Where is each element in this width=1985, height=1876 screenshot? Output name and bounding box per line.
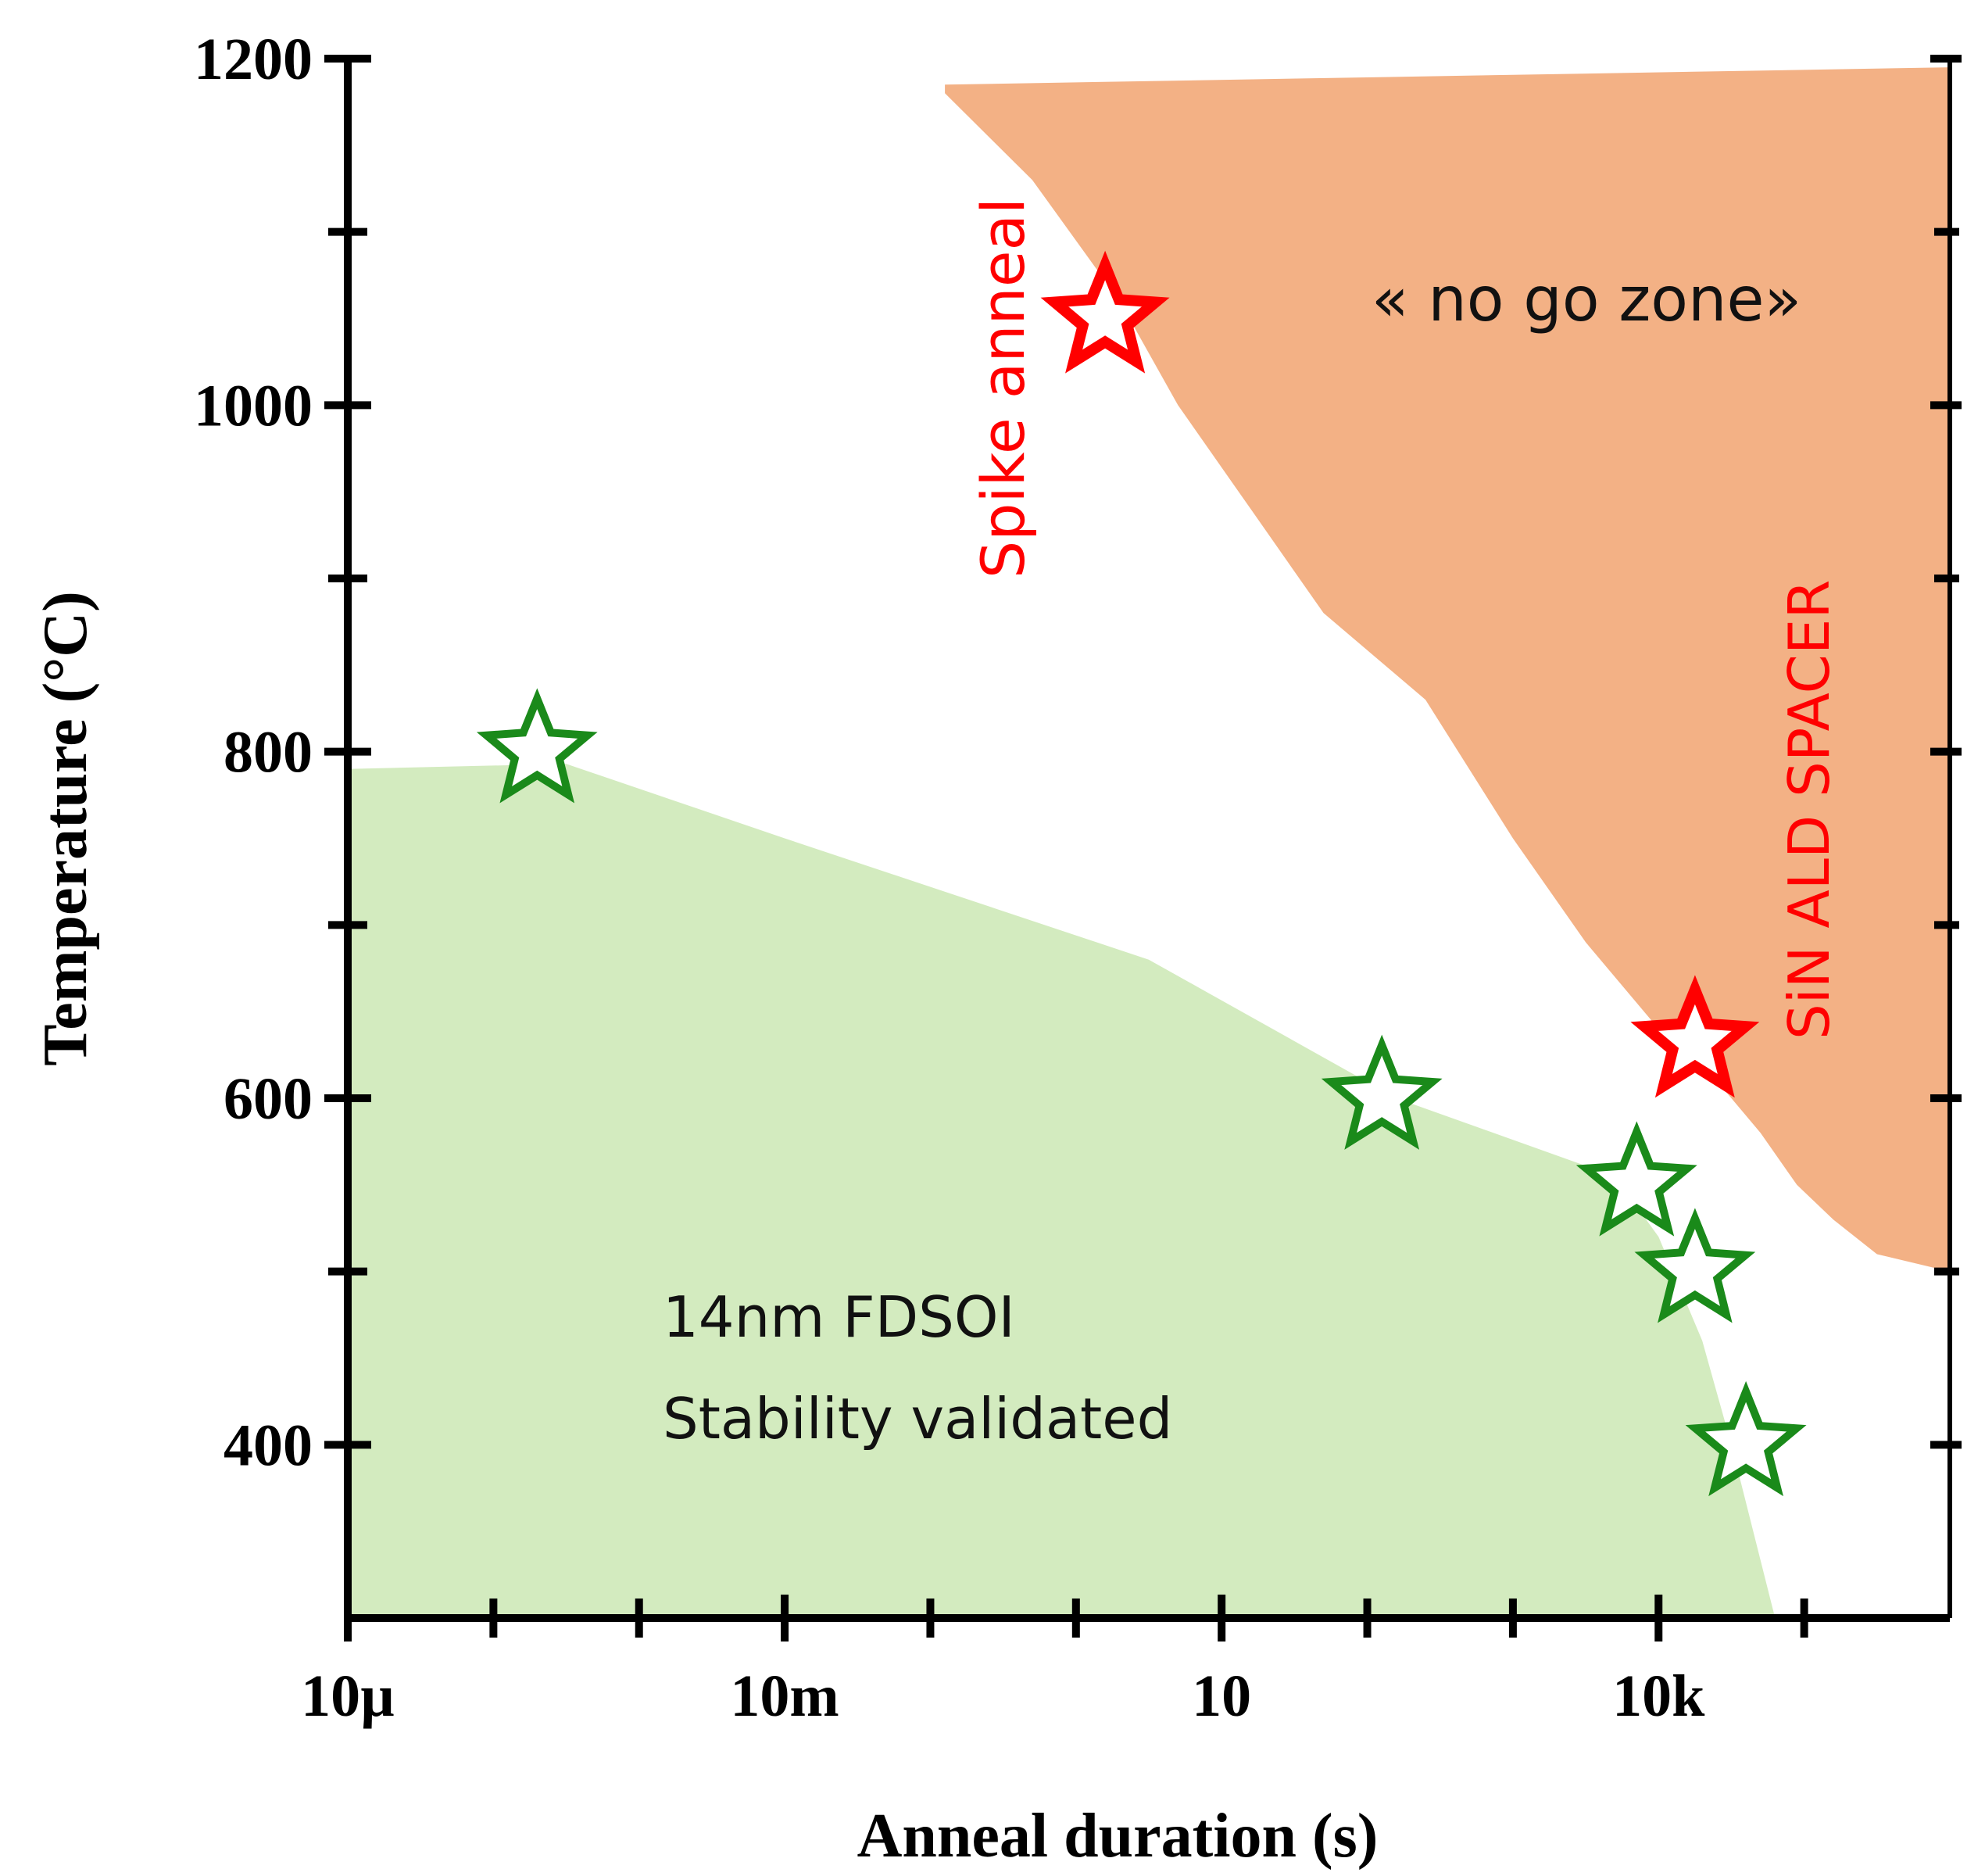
validated-star-marker — [1575, 1121, 1697, 1237]
axes-layer — [344, 59, 1952, 1622]
y-axis-title: Temperature (°C) — [31, 591, 100, 1065]
sin-ald-spacer-label: SiN ALD SPACER — [1776, 580, 1842, 1040]
x-tick-label: 10µ — [301, 1663, 395, 1729]
stars-layer — [476, 250, 1807, 1497]
validated-star-marker — [476, 688, 598, 804]
limits-star-marker — [1040, 250, 1170, 374]
y-tick-label: 1000 — [194, 373, 313, 439]
fdsoi-label-line2: Stability validated — [663, 1386, 1172, 1452]
validated-star-marker — [1634, 1208, 1756, 1323]
fdsoi-label-line1: 14nm FDSOI — [663, 1284, 1015, 1350]
validated-star-marker — [1685, 1380, 1807, 1497]
spike-anneal-label: Spike anneal — [968, 198, 1038, 578]
annotations-layer: « no go zone» Spike anneal SiN ALD SPACE… — [663, 198, 1842, 1452]
y-tick-label: 800 — [224, 720, 313, 786]
no-go-zone-label: « no go zone» — [1372, 265, 1801, 335]
x-tick-label: 10 — [1192, 1663, 1251, 1729]
regions-layer — [348, 67, 1950, 1619]
stability-zone-region — [348, 764, 1776, 1619]
x-tick-label: 10m — [730, 1663, 839, 1729]
x-tick-label: 10k — [1612, 1663, 1705, 1729]
y-tick-label: 600 — [224, 1066, 313, 1132]
no-go-zone-region — [945, 67, 1950, 1272]
ticks-layer — [324, 55, 1962, 1642]
limits-star-marker — [1630, 975, 1760, 1098]
y-tick-label: 400 — [224, 1412, 313, 1478]
y-tick-label: 1200 — [194, 27, 313, 92]
validated-star-marker — [1321, 1034, 1443, 1150]
x-axis-title: Anneal duration (s) — [857, 1802, 1379, 1871]
tick-labels-layer: 10µ 10m 10 10k 400 600 800 1000 1200 — [194, 27, 1705, 1729]
